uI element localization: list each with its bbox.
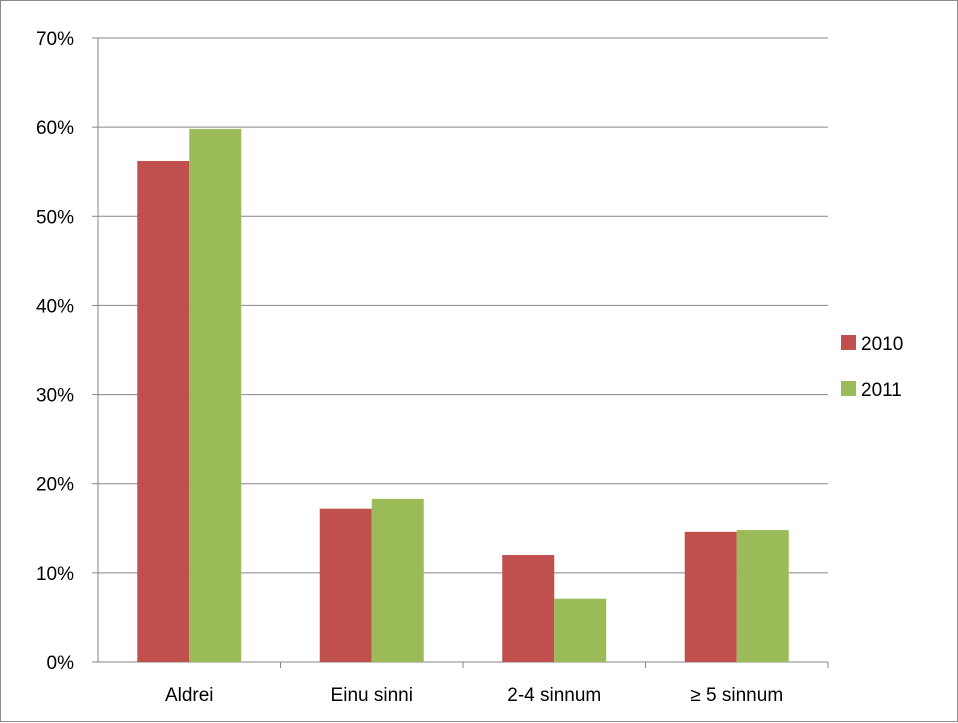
y-tick-label: 20% bbox=[36, 475, 74, 496]
legend-swatch-2011 bbox=[841, 381, 856, 396]
legend-swatch-2010 bbox=[841, 335, 856, 350]
x-axis-tick-labels: Aldrei Einu sinni 2-4 sinnum ≥ 5 sinnum bbox=[165, 685, 783, 706]
y-tick-label: 0% bbox=[47, 653, 75, 674]
legend: 2010 2011 bbox=[841, 334, 903, 401]
y-tick-label: 40% bbox=[36, 296, 74, 317]
y-tick-label: 50% bbox=[36, 207, 74, 228]
x-tick-label: ≥ 5 sinnum bbox=[690, 685, 783, 706]
y-tick-label: 60% bbox=[36, 118, 74, 139]
bar-2010-2 bbox=[319, 508, 372, 662]
bar-2010-4 bbox=[684, 531, 737, 662]
bar-2010-3 bbox=[502, 555, 555, 662]
bar-2010-1 bbox=[137, 161, 190, 662]
bar-2011-1 bbox=[189, 128, 242, 662]
x-tick-label: Aldrei bbox=[165, 685, 214, 706]
legend-label-2010: 2010 bbox=[861, 334, 903, 355]
x-tick-label: 2-4 sinnum bbox=[507, 685, 601, 706]
y-tick-label: 10% bbox=[36, 564, 74, 585]
bar-2011-3 bbox=[554, 598, 607, 662]
bars bbox=[137, 128, 789, 662]
y-axis-tick-labels: 0% 10% 20% 30% 40% 50% 60% 70% bbox=[36, 29, 74, 674]
y-tick-label: 70% bbox=[36, 29, 74, 50]
bar-2011-4 bbox=[736, 530, 789, 662]
x-tick-label: Einu sinni bbox=[331, 685, 413, 706]
legend-label-2011: 2011 bbox=[861, 380, 902, 401]
bar-2011-2 bbox=[371, 498, 424, 662]
y-tick-label: 30% bbox=[36, 386, 74, 407]
